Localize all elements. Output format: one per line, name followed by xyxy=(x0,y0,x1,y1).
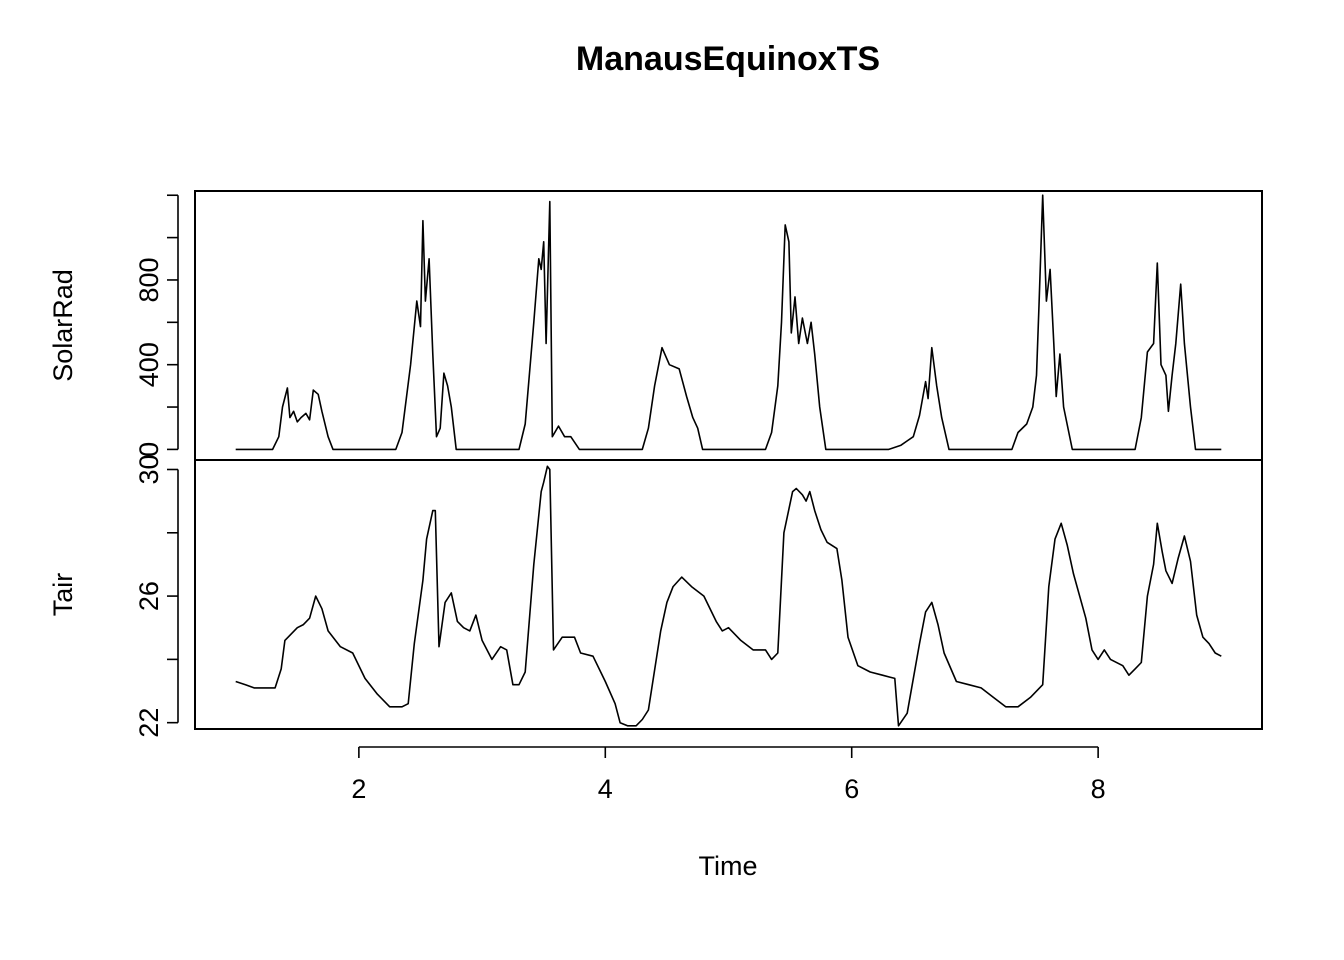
x-axis: 2 4 6 8 xyxy=(351,746,1106,804)
x-axis-title: Time xyxy=(699,851,758,881)
solarrad-y-tick-label: 800 xyxy=(134,257,164,302)
tair-y-tick-label: 26 xyxy=(134,581,164,611)
tair-series-line xyxy=(235,465,1222,727)
tair-y-axis-title: Tair xyxy=(48,573,78,617)
solarrad-y-tick-label: 400 xyxy=(134,342,164,387)
solarrad-series-line xyxy=(235,194,1222,451)
tair-panel: 22 26 30 Tair xyxy=(48,454,1263,738)
chart-title: ManausEquinoxTS xyxy=(576,40,880,78)
x-tick-label: 6 xyxy=(844,774,859,804)
solarrad-y-tick-label: 0 xyxy=(134,442,164,457)
tair-plot-frame xyxy=(194,459,1263,730)
solarrad-y-axis-title: SolarRad xyxy=(48,269,78,382)
tair-y-tick-label: 22 xyxy=(134,708,164,738)
x-tick-label: 8 xyxy=(1091,774,1106,804)
x-tick-label: 4 xyxy=(598,774,613,804)
tair-y-tick-label: 30 xyxy=(134,454,164,484)
x-tick-label: 2 xyxy=(351,774,366,804)
